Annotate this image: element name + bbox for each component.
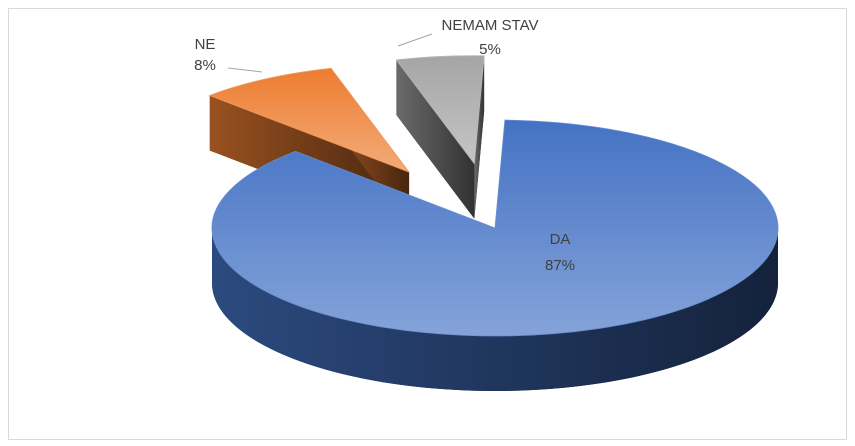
slice-side [396, 59, 475, 219]
slice-side [474, 55, 485, 219]
slice-group [211, 119, 779, 391]
category-label: NEMAM STAV [442, 17, 539, 34]
leader-line [227, 67, 263, 73]
value-label: 8% [194, 57, 216, 74]
value-label: 5% [479, 41, 501, 58]
category-label: DA [550, 231, 571, 248]
pie [208, 55, 779, 391]
value-label: 87% [545, 257, 575, 274]
slice-group [395, 55, 485, 219]
slice [208, 67, 411, 173]
slice-side [212, 228, 778, 391]
slice [211, 119, 779, 337]
slice [395, 55, 485, 165]
leader-line [397, 33, 433, 47]
category-label: NE [195, 36, 216, 53]
